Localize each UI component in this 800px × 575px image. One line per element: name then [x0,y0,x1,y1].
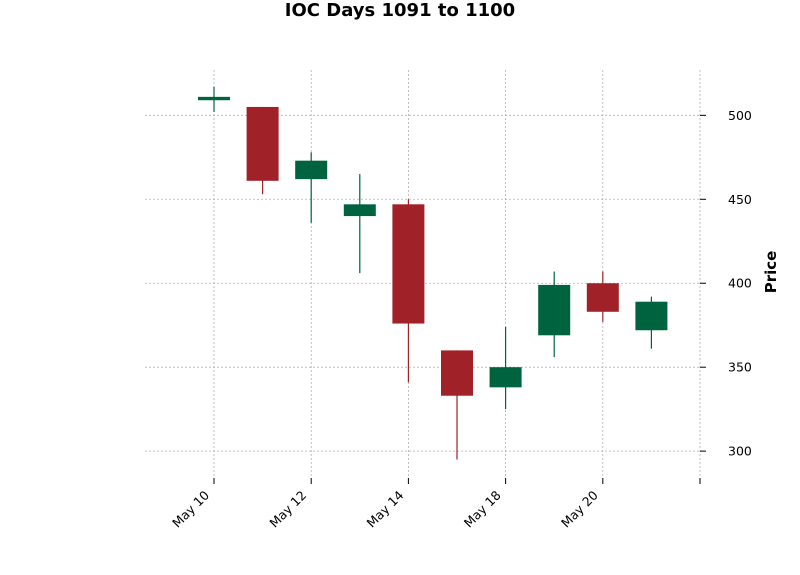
candle-body [343,204,376,217]
x-tick-label: May 14 [364,487,407,530]
x-tick-label: May 18 [461,487,504,530]
candle [441,350,473,460]
candles [198,86,668,460]
candle [343,174,376,274]
chart-title: IOC Days 1091 to 1100 [284,0,516,21]
candle-body [441,350,473,396]
candle-body [246,106,279,181]
candle [538,271,571,358]
y-axis-label: Price [762,251,780,294]
grid-lines [145,70,701,478]
candle [295,152,328,223]
candle-body [489,367,522,388]
candle [586,271,619,322]
candle [489,326,522,410]
candle-body [295,160,328,180]
candle-body [538,284,571,336]
x-tick-label: May 20 [558,487,601,530]
x-tick-label: May 10 [169,487,212,530]
candle-body [392,204,425,324]
y-tick-label: 300 [728,444,752,459]
candle-body [198,96,230,101]
y-tick-label: 450 [728,192,752,207]
candle-body [635,301,668,331]
y-tick-label: 500 [728,108,752,123]
candle [392,199,425,383]
candle [635,296,668,349]
x-tick-label: May 12 [266,488,309,531]
y-tick-label: 350 [728,360,752,375]
candle [246,106,279,195]
candle-body [586,283,619,312]
candle [198,86,230,112]
y-tick-label: 400 [728,276,752,291]
